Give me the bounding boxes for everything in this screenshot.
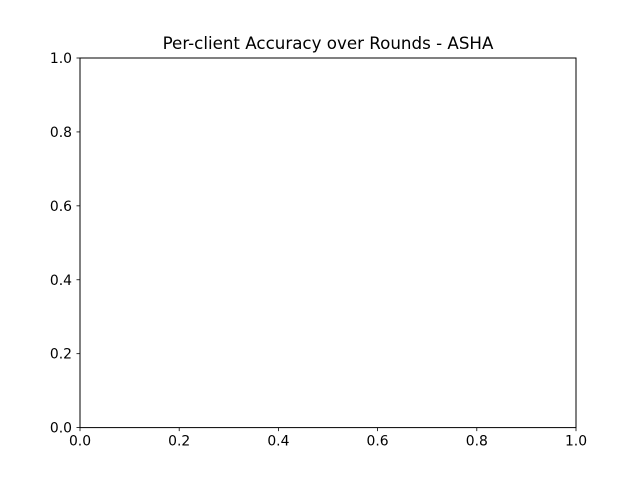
x-tick-label: 0.4 xyxy=(267,434,289,450)
y-tick-label: 0.4 xyxy=(50,273,72,289)
x-axis: 0.0 0.2 0.4 0.6 0.8 1.0 xyxy=(69,427,587,450)
plot-area xyxy=(80,58,576,428)
chart-title: Per-client Accuracy over Rounds - ASHA xyxy=(163,33,494,53)
x-tick-label: 0.2 xyxy=(168,434,190,450)
axes-frame xyxy=(79,57,577,429)
y-axis: 0.0 0.2 0.4 0.6 0.8 1.0 xyxy=(50,51,80,437)
x-tick-label: 0.6 xyxy=(367,434,389,450)
y-tick-label: 1.0 xyxy=(50,51,72,67)
y-tick-label: 0.8 xyxy=(50,125,72,141)
y-tick-label: 0.2 xyxy=(50,347,72,363)
y-tick-label: 0.6 xyxy=(50,199,72,215)
x-tick-label: 1.0 xyxy=(565,434,587,450)
y-tick-label: 0.0 xyxy=(50,421,72,437)
x-tick-label: 0.8 xyxy=(466,434,488,450)
x-tick-label: 0.0 xyxy=(69,434,91,450)
